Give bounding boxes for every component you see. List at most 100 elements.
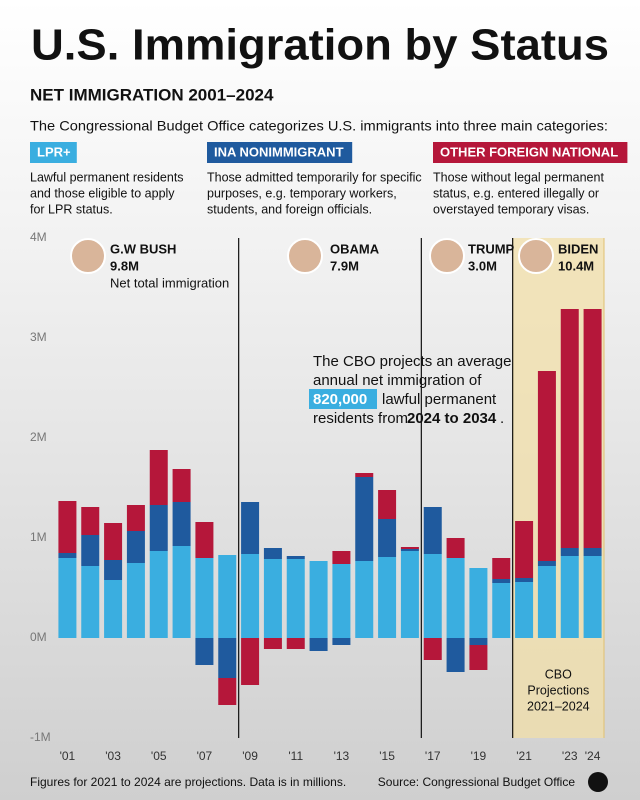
bar-segment — [423, 507, 442, 554]
bar-segment — [515, 578, 534, 582]
title: U.S. Immigration by Status — [31, 21, 609, 70]
era-name: OBAMA — [330, 241, 380, 256]
callout-text: lawful permanent — [382, 391, 497, 408]
bar-segment — [195, 638, 214, 665]
bar-segment — [126, 505, 145, 531]
bar-segment — [400, 551, 419, 638]
bar-segment — [172, 502, 191, 546]
footnote: Figures for 2021 to 2024 are projections… — [30, 775, 346, 789]
bar-segment — [309, 638, 328, 651]
callout-text: residents from — [313, 410, 408, 427]
bar-segment — [469, 638, 488, 645]
y-tick-label: 0M — [30, 630, 47, 644]
era-note: Net total immigration — [110, 275, 229, 290]
callout-bold: 2024 to 2034 — [407, 410, 497, 427]
y-tick-label: 1M — [30, 530, 47, 544]
projection-label: Projections — [527, 683, 589, 697]
logo — [588, 772, 608, 792]
bar-segment — [149, 450, 168, 505]
era-name: BIDEN — [558, 241, 598, 256]
x-tick-label: '23 — [562, 749, 578, 763]
subtitle: NET IMMIGRATION 2001–2024 — [30, 85, 274, 104]
x-tick-label: '05 — [151, 749, 167, 763]
y-tick-label: 2M — [30, 430, 47, 444]
y-tick-label: 4M — [30, 230, 47, 244]
bar-segment — [263, 548, 282, 559]
projection-label: CBO — [545, 667, 572, 681]
legend-label: LPR+ — [37, 144, 71, 159]
callout-text: annual net immigration of — [313, 372, 482, 389]
bar-segment — [218, 555, 237, 638]
bar-segment — [400, 549, 419, 551]
bar-segment — [492, 558, 511, 579]
bar-segment — [172, 469, 191, 502]
bar-segment — [241, 638, 260, 685]
legend-description: and those eligible to apply — [30, 186, 175, 200]
x-tick-label: '21 — [516, 749, 532, 763]
bar-segment — [332, 638, 351, 645]
bar-segment — [332, 551, 351, 564]
bar-segment — [126, 563, 145, 638]
x-tick-label: '03 — [105, 749, 121, 763]
bar-segment — [537, 566, 556, 638]
portrait — [518, 238, 554, 274]
intro: The Congressional Budget Office categori… — [30, 118, 608, 134]
bar-segment — [583, 309, 602, 548]
bar-segment — [446, 638, 465, 672]
legend-description: students, and foreign officials. — [207, 202, 372, 216]
bar-segment — [286, 638, 305, 649]
x-tick-label: '15 — [379, 749, 395, 763]
bar-segment — [560, 548, 579, 556]
bar-segment — [537, 561, 556, 566]
bar-segment — [58, 558, 77, 638]
bar-segment — [423, 638, 442, 660]
bar-segment — [446, 558, 465, 638]
callout-text: The CBO projects an average — [313, 353, 511, 370]
bar-segment — [355, 477, 374, 561]
bar-segment — [195, 522, 214, 558]
bar-segment — [446, 538, 465, 558]
bar-segment — [104, 560, 123, 580]
x-tick-label: '09 — [242, 749, 258, 763]
y-tick-label: 3M — [30, 330, 47, 344]
callout-highlight-text: 820,000 — [313, 391, 367, 408]
bar-segment — [332, 564, 351, 638]
bar-segment — [537, 371, 556, 561]
legend-description: for LPR status. — [30, 202, 113, 216]
bar-segment — [81, 535, 100, 566]
x-tick-label: '17 — [425, 749, 441, 763]
legend-description: status, e.g. entered illegally or — [433, 186, 599, 200]
legend-description: Those admitted temporarily for specific — [207, 170, 422, 184]
bar-segment — [492, 579, 511, 583]
source: Source: Congressional Budget Office — [378, 775, 576, 789]
era-name: TRUMP — [468, 241, 515, 256]
bar-segment — [286, 556, 305, 559]
legend-swatch — [433, 142, 628, 163]
bar-segment — [515, 521, 534, 578]
bar-segment — [218, 638, 237, 678]
projection-label: 2021–2024 — [527, 699, 590, 713]
legend-description: purposes, e.g. temporary workers, — [207, 186, 397, 200]
bar-segment — [355, 473, 374, 477]
callout-text: . — [500, 410, 504, 427]
bar-segment — [126, 531, 145, 563]
legend-swatch — [207, 142, 353, 163]
legend-description: overstayed temporary visas. — [433, 202, 589, 216]
bar-segment — [423, 554, 442, 638]
legend-label: OTHER FOREIGN NATIONAL — [440, 144, 618, 159]
bar-segment — [378, 557, 397, 638]
bar-segment — [81, 507, 100, 535]
bar-segment — [378, 519, 397, 557]
bar-segment — [104, 580, 123, 638]
bar-segment — [58, 553, 77, 558]
bar-segment — [469, 645, 488, 670]
portrait — [287, 238, 323, 274]
bar-segment — [263, 638, 282, 649]
bar-segment — [104, 523, 123, 560]
x-tick-label: '07 — [197, 749, 213, 763]
x-tick-label: '11 — [288, 749, 303, 763]
bar-segment — [355, 561, 374, 638]
bar-segment — [378, 490, 397, 519]
bar-segment — [149, 505, 168, 551]
